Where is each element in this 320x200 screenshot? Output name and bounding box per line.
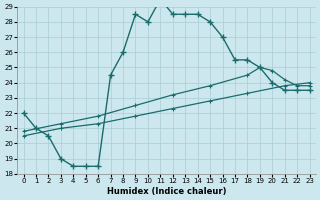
X-axis label: Humidex (Indice chaleur): Humidex (Indice chaleur) bbox=[107, 187, 226, 196]
